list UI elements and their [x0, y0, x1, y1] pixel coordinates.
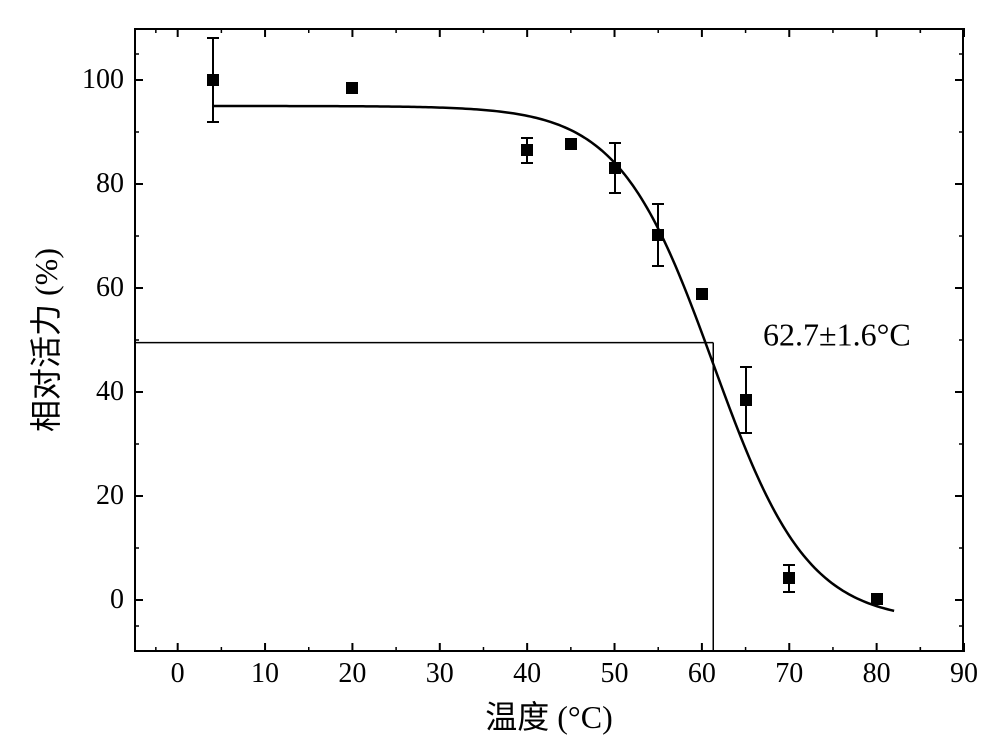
axis-frame-left [134, 28, 136, 652]
x-tick-label: 40 [513, 658, 541, 690]
x-tick-label: 30 [426, 658, 454, 690]
x-tick-label: 0 [171, 658, 185, 690]
data-point-marker [740, 394, 752, 406]
error-bar-cap [740, 366, 752, 368]
x-tick-label: 90 [950, 658, 978, 690]
error-bar-cap [521, 137, 533, 139]
error-bar-cap [207, 37, 219, 39]
error-bar-cap [521, 162, 533, 164]
y-axis-title: 相对活力 (%) [21, 248, 67, 432]
y-tick-label: 0 [110, 584, 124, 616]
data-point-marker [696, 288, 708, 300]
chart-container: 0 10 20 30 40 50 60 70 80 90 0 20 40 60 80 100 温度 (°C)… [0, 0, 1000, 748]
x-tick-label: 10 [251, 658, 279, 690]
axis-frame-top [134, 28, 964, 30]
y-tick-label: 40 [96, 376, 124, 408]
data-point-marker [871, 593, 883, 605]
x-axis-title: 温度 (°C) [485, 692, 612, 738]
data-point-marker [783, 572, 795, 584]
error-bar-cap [783, 591, 795, 593]
y-tick-label: 20 [96, 480, 124, 512]
x-tick-label: 20 [338, 658, 366, 690]
data-point-marker [609, 162, 621, 174]
x-tick-label: 60 [688, 658, 716, 690]
t50-annotation: 62.7±1.6°C [763, 316, 911, 353]
y-tick-label: 60 [96, 272, 124, 304]
error-bar-cap [652, 265, 664, 267]
data-point-marker [521, 144, 533, 156]
x-tick-label: 80 [863, 658, 891, 690]
axis-frame-right [962, 28, 964, 652]
data-point-marker [652, 229, 664, 241]
error-bar-cap [609, 192, 621, 194]
error-bar-cap [652, 203, 664, 205]
data-point-marker [346, 82, 358, 94]
data-point-marker [207, 74, 219, 86]
x-tick-label: 50 [601, 658, 629, 690]
axis-frame-bottom [134, 650, 964, 652]
error-bar-cap [740, 432, 752, 434]
error-bar-cap [783, 564, 795, 566]
data-point-marker [565, 138, 577, 150]
error-bar-cap [207, 121, 219, 123]
y-tick-label: 100 [82, 64, 124, 96]
error-bar-cap [609, 142, 621, 144]
y-tick-label: 80 [96, 168, 124, 200]
x-tick-label: 70 [775, 658, 803, 690]
